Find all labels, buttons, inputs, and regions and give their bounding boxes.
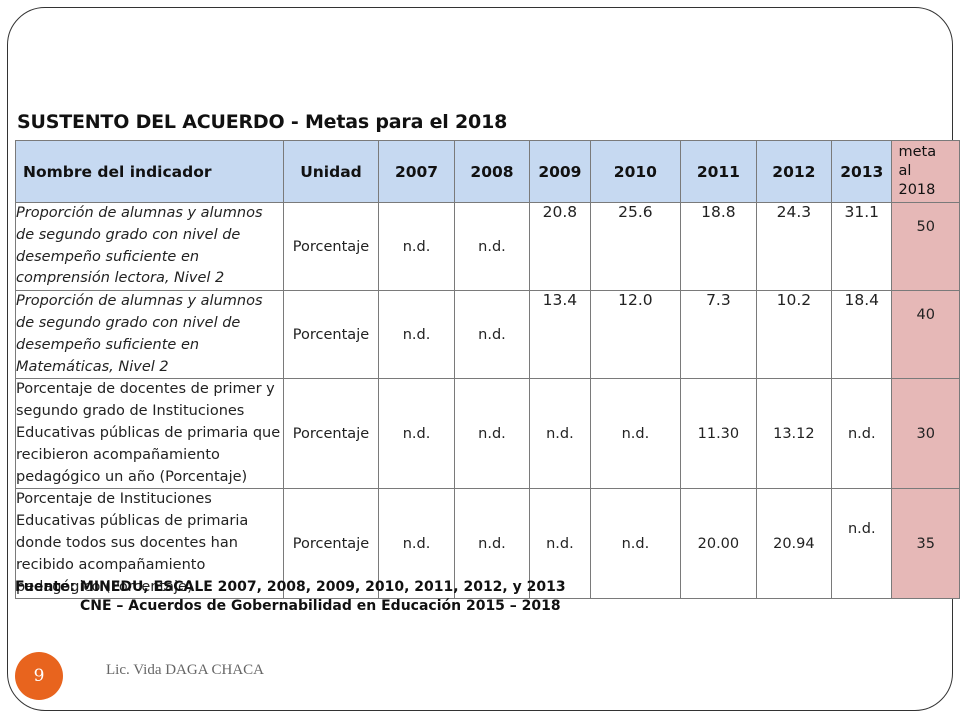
header-unit: Unidad <box>282 140 380 203</box>
value-2008: n.d. <box>453 290 531 380</box>
indicator-unit: Porcentaje <box>282 201 380 292</box>
author-name: Lic. Vida DAGA CHACA <box>106 662 264 678</box>
value-2010: 12.0 <box>589 290 682 380</box>
value-2011: 7.3 <box>680 290 757 380</box>
value-2007: n.d. <box>378 378 455 490</box>
page-number-badge: 9 <box>15 652 63 700</box>
value-2013: 18.4 <box>831 290 893 380</box>
value-2008: n.d. <box>453 378 531 490</box>
source-line-1: Fuente: MINEDU, ESCALE 2007, 2008, 2009,… <box>15 579 566 595</box>
indicators-table: Nombre del indicador Unidad 2007 2008 20… <box>15 140 960 600</box>
value-2013: n.d. <box>831 378 893 490</box>
goal-2018: 30 <box>891 378 960 490</box>
header-year-2013: 2013 <box>831 140 893 203</box>
value-2009: 13.4 <box>529 290 591 380</box>
goal-2018: 40 <box>891 290 960 380</box>
header-goal: meta al 2018 <box>891 140 960 203</box>
value-2013: n.d. <box>831 488 893 600</box>
table-figure: SUSTENTO DEL ACUERDO - Metas para el 201… <box>10 105 960 625</box>
value-2010: 25.6 <box>589 201 682 292</box>
source-line-2: CNE – Acuerdos de Gobernabilidad en Educ… <box>80 598 561 614</box>
value-2007: n.d. <box>378 201 455 292</box>
value-2009: 20.8 <box>529 201 591 292</box>
value-2011: 20.00 <box>680 488 757 600</box>
header-year-2010: 2010 <box>589 140 682 203</box>
table-row: Proporción de alumnas y alumnos de segun… <box>15 201 960 292</box>
indicator-unit: Porcentaje <box>282 378 380 490</box>
value-2010: n.d. <box>589 378 682 490</box>
value-2007: n.d. <box>378 488 455 600</box>
value-2011: 11.30 <box>680 378 757 490</box>
indicator-name: Porcentaje de docentes de primer y segun… <box>15 378 284 490</box>
header-year-2012: 2012 <box>755 140 833 203</box>
value-2009: n.d. <box>529 378 591 490</box>
value-2012: 20.94 <box>755 488 833 600</box>
table-row: Proporción de alumnas y alumnos de segun… <box>15 290 960 380</box>
value-2007: n.d. <box>378 290 455 380</box>
table-header-row: Nombre del indicador Unidad 2007 2008 20… <box>15 140 960 203</box>
value-2008: n.d. <box>453 488 531 600</box>
table-row: Porcentaje de docentes de primer y segun… <box>15 378 960 490</box>
value-2008: n.d. <box>453 201 531 292</box>
goal-2018: 35 <box>891 488 960 600</box>
value-2012: 10.2 <box>755 290 833 380</box>
header-year-2007: 2007 <box>378 140 455 203</box>
header-year-2008: 2008 <box>453 140 531 203</box>
header-year-2009: 2009 <box>529 140 591 203</box>
table-row: Porcentaje de Instituciones Educativas p… <box>15 488 960 600</box>
value-2013: 31.1 <box>831 201 893 292</box>
figure-heading: SUSTENTO DEL ACUERDO - Metas para el 201… <box>17 111 508 133</box>
header-name: Nombre del indicador <box>15 140 284 203</box>
value-2012: 13.12 <box>755 378 833 490</box>
value-2009: n.d. <box>529 488 591 600</box>
header-goal-line2: 2018 <box>898 182 936 198</box>
indicator-name: Porcentaje de Instituciones Educativas p… <box>15 488 284 600</box>
goal-2018: 50 <box>891 201 960 292</box>
indicator-name: Proporción de alumnas y alumnos de segun… <box>15 290 284 380</box>
indicator-name: Proporción de alumnas y alumnos de segun… <box>15 201 284 292</box>
value-2011: 18.8 <box>680 201 757 292</box>
header-goal-line1: meta al <box>898 144 937 179</box>
header-year-2011: 2011 <box>680 140 757 203</box>
value-2012: 24.3 <box>755 201 833 292</box>
value-2010: n.d. <box>589 488 682 600</box>
indicator-unit: Porcentaje <box>282 290 380 380</box>
